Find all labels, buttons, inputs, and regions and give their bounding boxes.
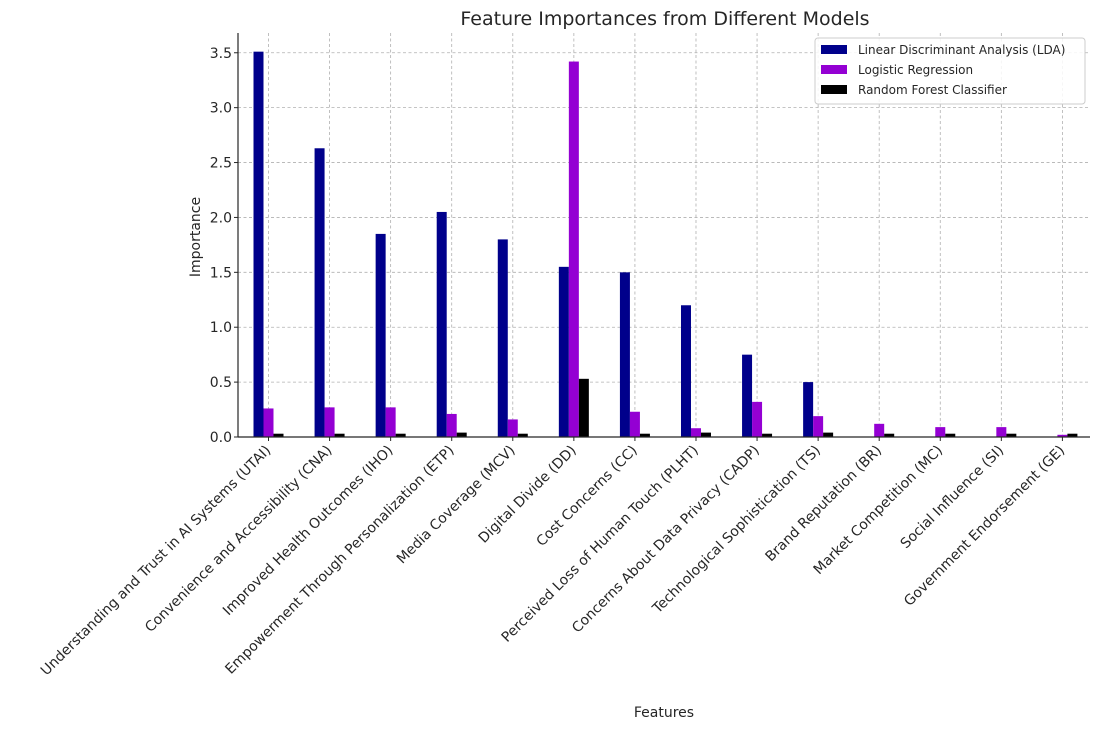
y-axis-title: Importance [188, 197, 204, 277]
x-tick-label: Media Coverage (MCV) [394, 443, 519, 568]
bars [253, 51, 1078, 438]
y-tick-label: 3.5 [210, 46, 232, 62]
bar [263, 408, 274, 437]
x-tick-label: Cost Concerns (CC) [533, 443, 640, 550]
legend: Linear Discriminant Analysis (LDA) Logist… [814, 37, 1086, 105]
bar [273, 433, 284, 437]
bar [874, 423, 885, 437]
bar [497, 239, 508, 437]
bar [456, 432, 467, 437]
bar [395, 433, 406, 437]
bar [253, 51, 264, 437]
bar [578, 378, 589, 437]
legend-frame [814, 37, 1086, 105]
bar [803, 382, 814, 437]
bar [568, 61, 579, 437]
bar [762, 433, 773, 437]
legend-swatch [821, 65, 847, 74]
bar [996, 427, 1007, 437]
x-tick-label: Understanding and Trust in AI Systems (U… [38, 443, 274, 679]
x-tick-label: Empowerment Through Personalization (ETP… [222, 443, 457, 678]
y-tick-label: 3.0 [210, 101, 232, 117]
bar [1006, 433, 1017, 437]
x-tick-label: Market Competition (MC) [811, 443, 946, 578]
bar [945, 433, 956, 437]
bar [334, 433, 345, 437]
bar [436, 211, 447, 437]
bar [314, 148, 325, 438]
bar [1057, 434, 1068, 437]
bar [752, 401, 763, 437]
bar [680, 305, 691, 437]
axes [234, 33, 1090, 441]
y-tick-label: 2.0 [210, 210, 232, 226]
y-tick-label: 1.5 [210, 265, 232, 281]
bar [375, 233, 386, 437]
bar [690, 428, 701, 437]
legend-label: Linear Discriminant Analysis (LDA) [858, 43, 1065, 57]
bar [1067, 433, 1078, 437]
bar [700, 432, 711, 437]
bar [639, 433, 650, 437]
bar [385, 407, 396, 437]
bar [884, 433, 895, 437]
legend-label: Logistic Regression [858, 63, 973, 77]
legend-swatch [821, 85, 847, 94]
x-tick-labels: Understanding and Trust in AI Systems (U… [38, 443, 1068, 679]
bar [446, 413, 457, 437]
bar [813, 416, 824, 437]
bar [558, 266, 569, 437]
bar [823, 432, 834, 437]
bar [324, 407, 335, 437]
y-tick-label: 0.0 [210, 430, 232, 446]
bar [742, 354, 753, 437]
y-tick-label: 0.5 [210, 375, 232, 391]
chart-title: Feature Importances from Different Model… [460, 8, 869, 30]
legend-swatch [821, 45, 847, 54]
y-tick-label: 1.0 [210, 320, 232, 336]
bar [507, 419, 518, 437]
y-tick-label: 2.5 [210, 156, 232, 172]
bar [629, 411, 640, 437]
legend-label: Random Forest Classifier [858, 83, 1007, 97]
bar [517, 433, 528, 437]
x-tick-label: Social Influence (SI) [898, 443, 1007, 552]
bar [935, 427, 946, 437]
y-tick-labels: 0.0 0.5 1.0 1.5 2.0 2.5 3.0 3.5 [210, 46, 232, 446]
bar [619, 272, 630, 437]
x-tick-label: Brand Reputation (BR) [763, 443, 885, 565]
x-axis-title: Features [634, 705, 694, 721]
